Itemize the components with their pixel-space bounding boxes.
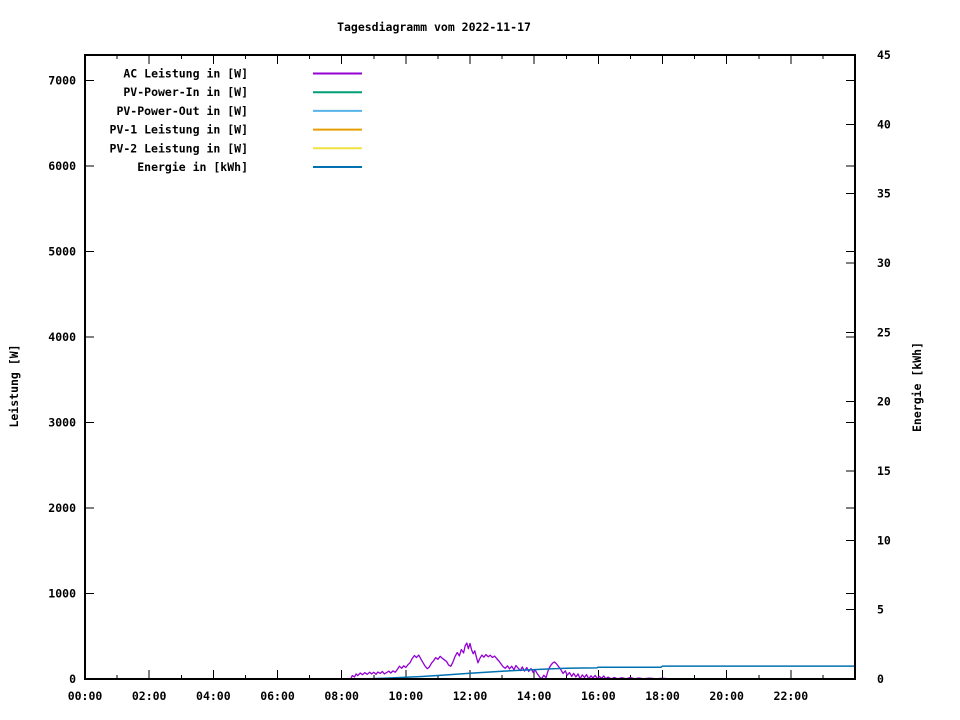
y-right-tick-label: 0 bbox=[877, 672, 884, 686]
y-right-tick-label: 30 bbox=[877, 256, 891, 270]
y-left-tick-label: 6000 bbox=[48, 159, 76, 173]
x-tick-label: 06:00 bbox=[260, 689, 295, 703]
legend-label: AC Leistung in [W] bbox=[123, 67, 248, 81]
x-tick-label: 20:00 bbox=[709, 689, 744, 703]
y-left-tick-label: 2000 bbox=[48, 501, 76, 515]
legend-label: PV-Power-In in [W] bbox=[123, 85, 248, 99]
x-tick-label: 08:00 bbox=[324, 689, 359, 703]
chart-title: Tagesdiagramm vom 2022-11-17 bbox=[337, 20, 531, 34]
y-axis-label-left: Leistung [W] bbox=[7, 344, 21, 427]
y-right-tick-label: 15 bbox=[877, 464, 891, 478]
x-tick-label: 22:00 bbox=[774, 689, 809, 703]
x-tick-label: 12:00 bbox=[453, 689, 488, 703]
legend-label: Energie in [kWh] bbox=[137, 160, 248, 174]
axis-ticks bbox=[84, 54, 855, 680]
legend-label: PV-2 Leistung in [W] bbox=[110, 141, 248, 155]
data-series bbox=[349, 642, 856, 680]
y-left-tick-label: 7000 bbox=[48, 74, 76, 88]
legend-label: PV-Power-Out in [W] bbox=[116, 104, 248, 118]
y-left-tick-label: 1000 bbox=[48, 587, 76, 601]
series-line bbox=[349, 642, 673, 680]
y-left-tick-label: 4000 bbox=[48, 330, 76, 344]
plot-border bbox=[84, 54, 856, 680]
x-tick-label: 18:00 bbox=[645, 689, 680, 703]
y-right-tick-label: 35 bbox=[877, 187, 891, 201]
x-tick-label: 14:00 bbox=[517, 689, 552, 703]
y-left-tick-label: 5000 bbox=[48, 245, 76, 259]
legend: AC Leistung in [W] PV-Power-In in [W] PV-P… bbox=[110, 67, 362, 174]
x-tick-label: 00:00 bbox=[68, 689, 103, 703]
x-tick-label: 16:00 bbox=[581, 689, 616, 703]
legend-label: PV-1 Leistung in [W] bbox=[110, 123, 248, 137]
y-right-tick-label: 40 bbox=[877, 117, 891, 131]
x-tick-label: 10:00 bbox=[389, 689, 424, 703]
y-right-tick-label: 5 bbox=[877, 603, 884, 617]
y-left-tick-label: 3000 bbox=[48, 416, 76, 430]
x-tick-label: 02:00 bbox=[132, 689, 167, 703]
y-right-tick-label: 10 bbox=[877, 533, 891, 547]
y-left-tick-label: 0 bbox=[69, 672, 76, 686]
y-axis-label-right: Energie [kWh] bbox=[910, 342, 924, 432]
series-line bbox=[350, 665, 856, 680]
x-tick-label: 04:00 bbox=[196, 689, 231, 703]
y-right-tick-label: 45 bbox=[877, 48, 891, 62]
axis-tick-labels: 00:00 02:00 04:00 06:00 08:00 10:00 12:00 14:00… bbox=[48, 48, 891, 703]
y-right-tick-label: 20 bbox=[877, 395, 891, 409]
y-right-tick-label: 25 bbox=[877, 325, 891, 339]
